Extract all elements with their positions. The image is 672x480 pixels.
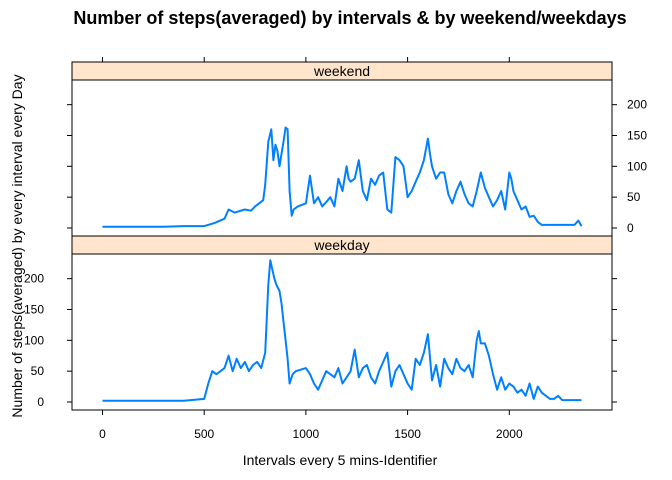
strip-label-weekend: weekend bbox=[313, 63, 370, 79]
y-tick-label-weekday: 50 bbox=[31, 364, 45, 378]
y-tick-label-weekend: 0 bbox=[627, 221, 634, 235]
y-tick-label-weekday: 200 bbox=[24, 272, 44, 286]
panel-frame-weekday bbox=[71, 253, 613, 411]
x-tick-label: 2000 bbox=[496, 427, 523, 441]
y-tick-label-weekday: 0 bbox=[37, 395, 44, 409]
y-tick-label-weekend: 200 bbox=[627, 98, 647, 112]
x-tick-label: 500 bbox=[194, 427, 214, 441]
series-line-weekday bbox=[102, 259, 582, 402]
y-tick-label-weekend: 150 bbox=[627, 128, 647, 142]
x-tick-label: 1500 bbox=[394, 427, 421, 441]
strip-label-weekday: weekday bbox=[313, 237, 369, 253]
x-tick-label: 0 bbox=[99, 427, 106, 441]
y-tick-label-weekday: 100 bbox=[24, 333, 44, 347]
x-axis-label: Intervals every 5 mins-Identifier bbox=[243, 452, 438, 468]
y-axis-label: Number of steps(averaged) by every inter… bbox=[9, 74, 25, 417]
series-line-weekend bbox=[102, 126, 583, 228]
chart-title: Number of steps(averaged) by intervals &… bbox=[73, 8, 626, 28]
y-tick-label-weekend: 100 bbox=[627, 159, 647, 173]
y-tick-label-weekend: 50 bbox=[627, 190, 641, 204]
panel-frame-weekend bbox=[71, 79, 613, 237]
y-tick-label-weekday: 150 bbox=[24, 302, 44, 316]
x-tick-label: 1000 bbox=[293, 427, 320, 441]
